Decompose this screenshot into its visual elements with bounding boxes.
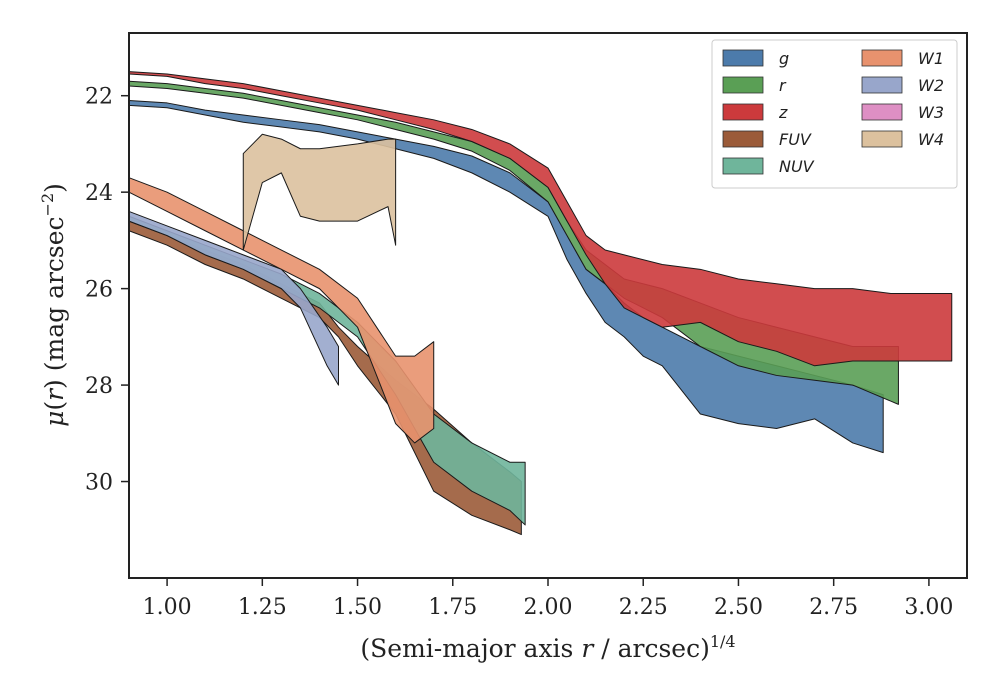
x-tick-label: 1.50 — [333, 595, 382, 620]
x-tick-label: 1.75 — [428, 595, 477, 620]
x-tick-label: 2.25 — [619, 595, 668, 620]
legend-swatch-W4 — [861, 130, 903, 148]
y-axis-label: μ(r) (mag arcsec−2) — [38, 183, 69, 427]
legend-swatch-NUV — [722, 157, 764, 175]
legend-swatch-W2 — [861, 76, 903, 94]
y-axis: 22 24 26 28 30 — [85, 85, 129, 496]
band-z — [128, 71, 953, 367]
legend-label-W1: W1 — [918, 49, 944, 68]
y-tick-label: 26 — [85, 278, 113, 303]
legend-label-W4: W4 — [918, 130, 944, 149]
x-tick-label: 2.75 — [809, 595, 858, 620]
legend-label-r: r — [779, 76, 787, 95]
band-W1 — [128, 177, 435, 444]
legend-swatch-W3 — [861, 103, 903, 121]
legend-swatch-g — [722, 49, 764, 67]
x-axis: 1.00 1.25 1.50 1.75 2.00 2.25 2.50 2.75 3.00 — [143, 578, 953, 620]
legend: grz FUV NUV W1 W2 W3 W4 — [711, 39, 958, 189]
band-FUV — [128, 220, 522, 536]
legend-label-W3: W3 — [918, 103, 944, 122]
y-tick-label: 24 — [85, 181, 113, 206]
y-tick-label: 28 — [85, 374, 113, 399]
band-W4 — [242, 133, 397, 251]
legend-swatch-r — [722, 76, 764, 94]
legend-label-W2: W2 — [918, 76, 944, 95]
y-tick-label: 22 — [85, 85, 113, 110]
legend-swatch-z — [722, 103, 764, 121]
legend-label-NUV: NUV — [779, 157, 815, 176]
legend-swatch-FUV — [722, 130, 764, 148]
legend-swatch-W1 — [861, 49, 903, 67]
x-tick-label: 2.50 — [714, 595, 763, 620]
y-tick-label: 30 — [85, 471, 113, 496]
x-tick-label: 2.00 — [524, 595, 573, 620]
x-tick-label: 1.25 — [238, 595, 287, 620]
band-NUV — [128, 215, 526, 526]
band-W2 — [128, 210, 339, 386]
legend-label-g: g — [779, 49, 789, 68]
legend-label-FUV: FUV — [779, 130, 812, 149]
x-tick-label: 3.00 — [904, 595, 953, 620]
legend-label-z: z — [778, 103, 788, 122]
series-bands — [128, 71, 953, 536]
x-axis-label: (Semi-major axis r / arcsec)1/4 — [360, 632, 735, 663]
x-tick-label: 1.00 — [143, 595, 192, 620]
